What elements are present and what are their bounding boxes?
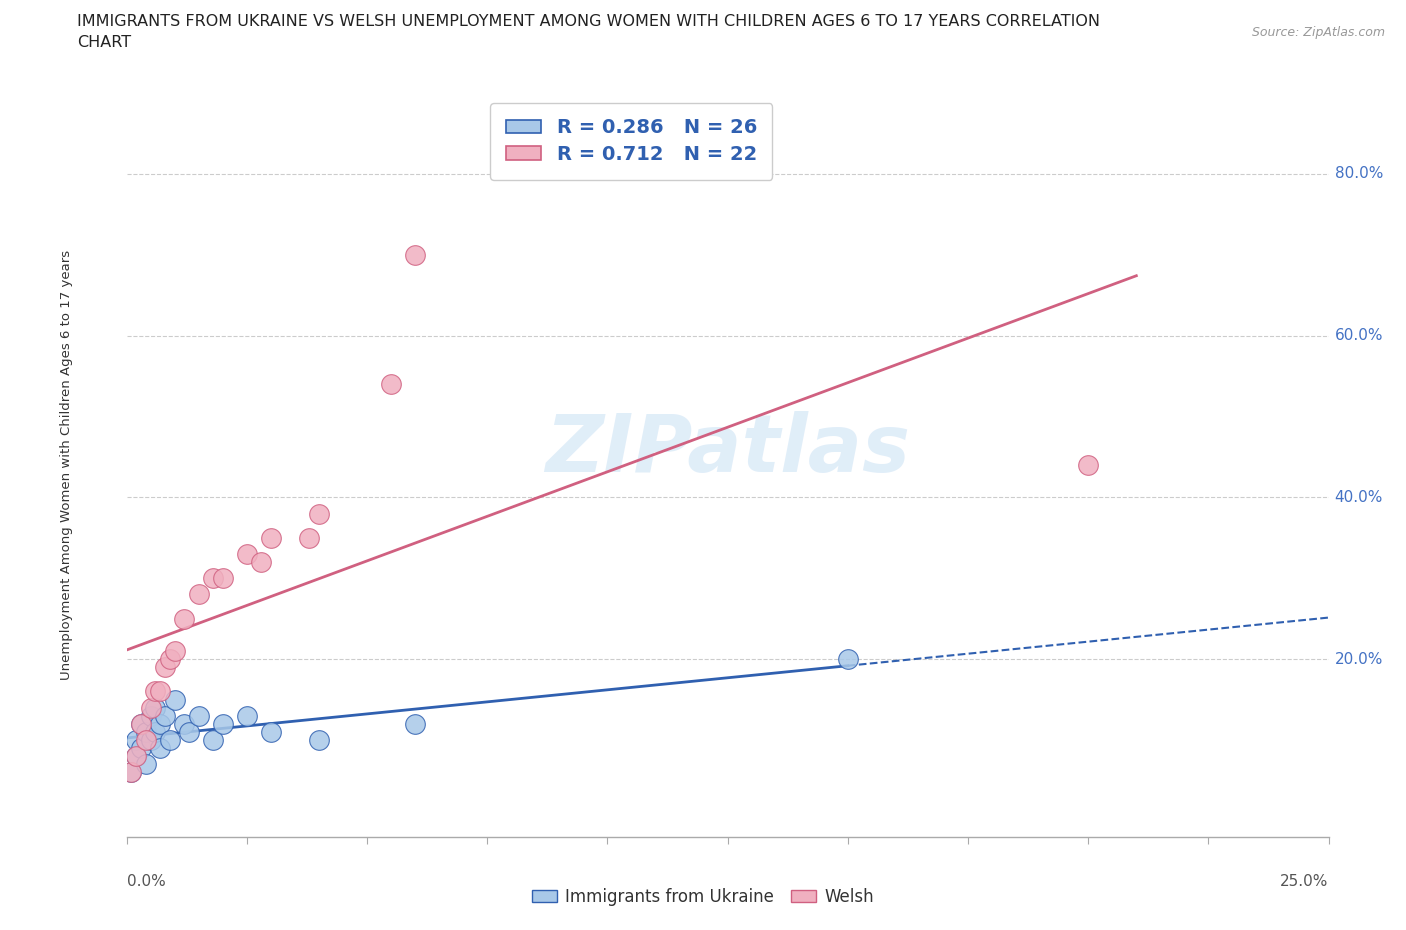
Point bbox=[173, 611, 195, 626]
Point bbox=[163, 692, 186, 707]
Point bbox=[177, 724, 200, 739]
Legend: Immigrants from Ukraine, Welsh: Immigrants from Ukraine, Welsh bbox=[526, 881, 880, 912]
Text: 40.0%: 40.0% bbox=[1334, 490, 1384, 505]
Point bbox=[135, 757, 157, 772]
Point bbox=[120, 764, 142, 779]
Point bbox=[250, 554, 273, 569]
Point bbox=[149, 740, 172, 755]
Text: IMMIGRANTS FROM UKRAINE VS WELSH UNEMPLOYMENT AMONG WOMEN WITH CHILDREN AGES 6 T: IMMIGRANTS FROM UKRAINE VS WELSH UNEMPLO… bbox=[77, 14, 1101, 29]
Text: 0.0%: 0.0% bbox=[127, 874, 166, 889]
Point bbox=[129, 740, 152, 755]
Point bbox=[211, 571, 233, 586]
Point bbox=[260, 530, 283, 545]
Point bbox=[202, 733, 225, 748]
Point bbox=[135, 724, 157, 739]
Point bbox=[159, 733, 181, 748]
Point bbox=[837, 652, 859, 667]
Point bbox=[145, 684, 167, 698]
Point bbox=[211, 716, 233, 731]
Text: ZIPatlas: ZIPatlas bbox=[546, 411, 910, 489]
Point bbox=[260, 724, 283, 739]
Point bbox=[125, 749, 148, 764]
Point bbox=[308, 506, 330, 521]
Text: Source: ZipAtlas.com: Source: ZipAtlas.com bbox=[1251, 26, 1385, 39]
Point bbox=[125, 733, 148, 748]
Point bbox=[308, 733, 330, 748]
Point bbox=[163, 644, 186, 658]
Point bbox=[404, 716, 426, 731]
Point bbox=[139, 700, 162, 715]
Point bbox=[173, 716, 195, 731]
Text: 25.0%: 25.0% bbox=[1281, 874, 1329, 889]
Point bbox=[129, 716, 152, 731]
Point bbox=[145, 700, 167, 715]
Text: 20.0%: 20.0% bbox=[1334, 652, 1384, 667]
Point bbox=[135, 733, 157, 748]
Point bbox=[149, 716, 172, 731]
Point bbox=[187, 587, 209, 602]
Point bbox=[153, 659, 176, 674]
Point bbox=[202, 571, 225, 586]
Point bbox=[139, 733, 162, 748]
Point bbox=[404, 247, 426, 262]
Text: CHART: CHART bbox=[77, 35, 131, 50]
Point bbox=[125, 749, 148, 764]
Point bbox=[153, 709, 176, 724]
Point bbox=[139, 709, 162, 724]
Text: 60.0%: 60.0% bbox=[1334, 328, 1384, 343]
Point bbox=[298, 530, 321, 545]
Legend: R = 0.286   N = 26, R = 0.712   N = 22: R = 0.286 N = 26, R = 0.712 N = 22 bbox=[491, 102, 772, 179]
Point bbox=[159, 652, 181, 667]
Point bbox=[235, 709, 259, 724]
Point bbox=[1077, 458, 1099, 472]
Point bbox=[129, 716, 152, 731]
Text: Unemployment Among Women with Children Ages 6 to 17 years: Unemployment Among Women with Children A… bbox=[60, 250, 73, 680]
Text: 80.0%: 80.0% bbox=[1334, 166, 1384, 181]
Point bbox=[149, 684, 172, 698]
Point bbox=[187, 709, 209, 724]
Point bbox=[145, 724, 167, 739]
Point bbox=[120, 764, 142, 779]
Point bbox=[235, 547, 259, 562]
Point bbox=[380, 377, 402, 392]
